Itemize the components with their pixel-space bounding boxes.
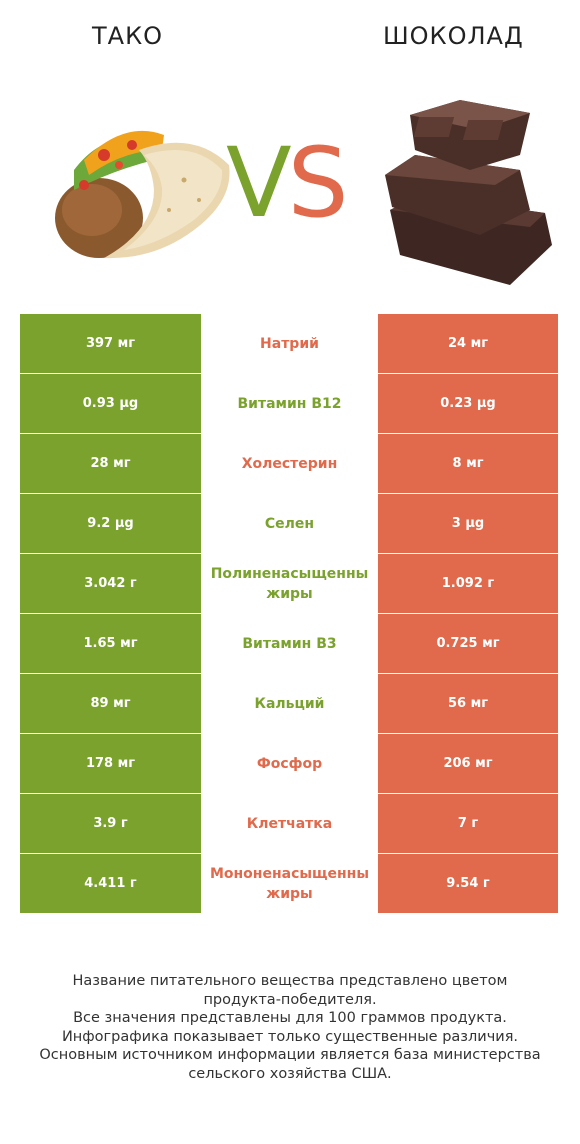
left-value: 178 мг [20,734,201,793]
row-divider [20,493,558,494]
nutrient-name: Фосфор [201,734,378,794]
right-value: 24 мг [378,314,558,373]
nutrient-name-line: Мононенасыщенны [209,865,370,882]
nutrient-name-line: Полиненасыщенны [210,565,369,582]
left-value: 28 мг [20,434,201,493]
taco-image [44,110,244,270]
right-value: 0.23 µg [378,374,558,433]
row-divider [20,433,558,434]
table-row: 397 мг Натрий 24 мг [20,314,558,374]
footer-line: Название питательного вещества представл… [72,973,508,989]
right-value: 0.725 мг [378,614,558,673]
nutrient-name: Витамин B12 [201,374,378,434]
table-row: 1.65 мг Витамин B3 0.725 мг [20,614,558,674]
nutrient-name: Витамин B3 [201,614,378,674]
table-row: 178 мг Фосфор 206 мг [20,734,558,794]
right-value: 206 мг [378,734,558,793]
right-product-title: ШОКОЛАД [383,22,524,50]
nutrient-name-wrap: Полиненасыщенны жиры [201,564,378,604]
footer-line: Основным источником информации является … [39,1047,541,1063]
row-divider [20,373,558,374]
nutrient-name-line: жиры [266,885,313,902]
versus-label: VS [226,128,356,238]
nutrient-name: Клетчатка [201,794,378,854]
row-divider [20,733,558,734]
vs-letter-s: S [287,127,349,239]
left-value: 89 мг [20,674,201,733]
row-divider [20,613,558,614]
table-row: 28 мг Холестерин 8 мг [20,434,558,494]
footer-line: продукта-победителя. [203,991,377,1008]
right-value: 8 мг [378,434,558,493]
left-value: 3.042 г [20,554,201,613]
row-divider [20,913,558,914]
right-value: 3 µg [378,494,558,553]
left-value: 4.411 г [20,854,201,913]
footer-line: сельского хозяйства США. [188,1065,392,1082]
row-divider [20,673,558,674]
nutrient-name: Натрий [201,314,378,374]
left-value: 1.65 мг [20,614,201,673]
right-value: 56 мг [378,674,558,733]
nutrient-name-wrap: Мононенасыщенны жиры [201,864,378,904]
left-value: 9.2 µg [20,494,201,553]
footer-line: Все значения представлены для 100 граммо… [73,1010,507,1026]
row-divider [20,793,558,794]
nutrient-name: Селен [201,494,378,554]
nutrient-name: Полиненасыщенны жиры [201,554,378,614]
table-row: 9.2 µg Селен 3 µg [20,494,558,554]
footer-notes: Название питательного вещества представл… [0,972,580,1083]
nutrient-name-line: жиры [266,585,313,602]
table-row: 0.93 µg Витамин B12 0.23 µg [20,374,558,434]
comparison-table: 397 мг Натрий 24 мг 0.93 µg Витамин B12 0.23 … [20,314,558,914]
footer-line: Инфографика показывает только существенн… [61,1028,519,1045]
table-row: 3.042 г Полиненасыщенны жиры 1.092 г [20,554,558,614]
right-value: 7 г [378,794,558,853]
nutrient-name: Холестерин [201,434,378,494]
left-product-title: ТАКО [92,22,164,50]
chocolate-image [380,95,560,290]
row-divider [20,553,558,554]
nutrient-name: Мононенасыщенны жиры [201,854,378,914]
left-value: 3.9 г [20,794,201,853]
right-value: 9.54 г [378,854,558,913]
vs-letter-v: V [226,127,292,239]
row-divider [20,853,558,854]
nutrient-name: Кальций [201,674,378,734]
left-value: 0.93 µg [20,374,201,433]
table-row: 4.411 г Мононенасыщенны жиры 9.54 г [20,854,558,914]
left-value: 397 мг [20,314,201,373]
table-row: 3.9 г Клетчатка 7 г [20,794,558,854]
table-row: 89 мг Кальций 56 мг [20,674,558,734]
right-value: 1.092 г [378,554,558,613]
